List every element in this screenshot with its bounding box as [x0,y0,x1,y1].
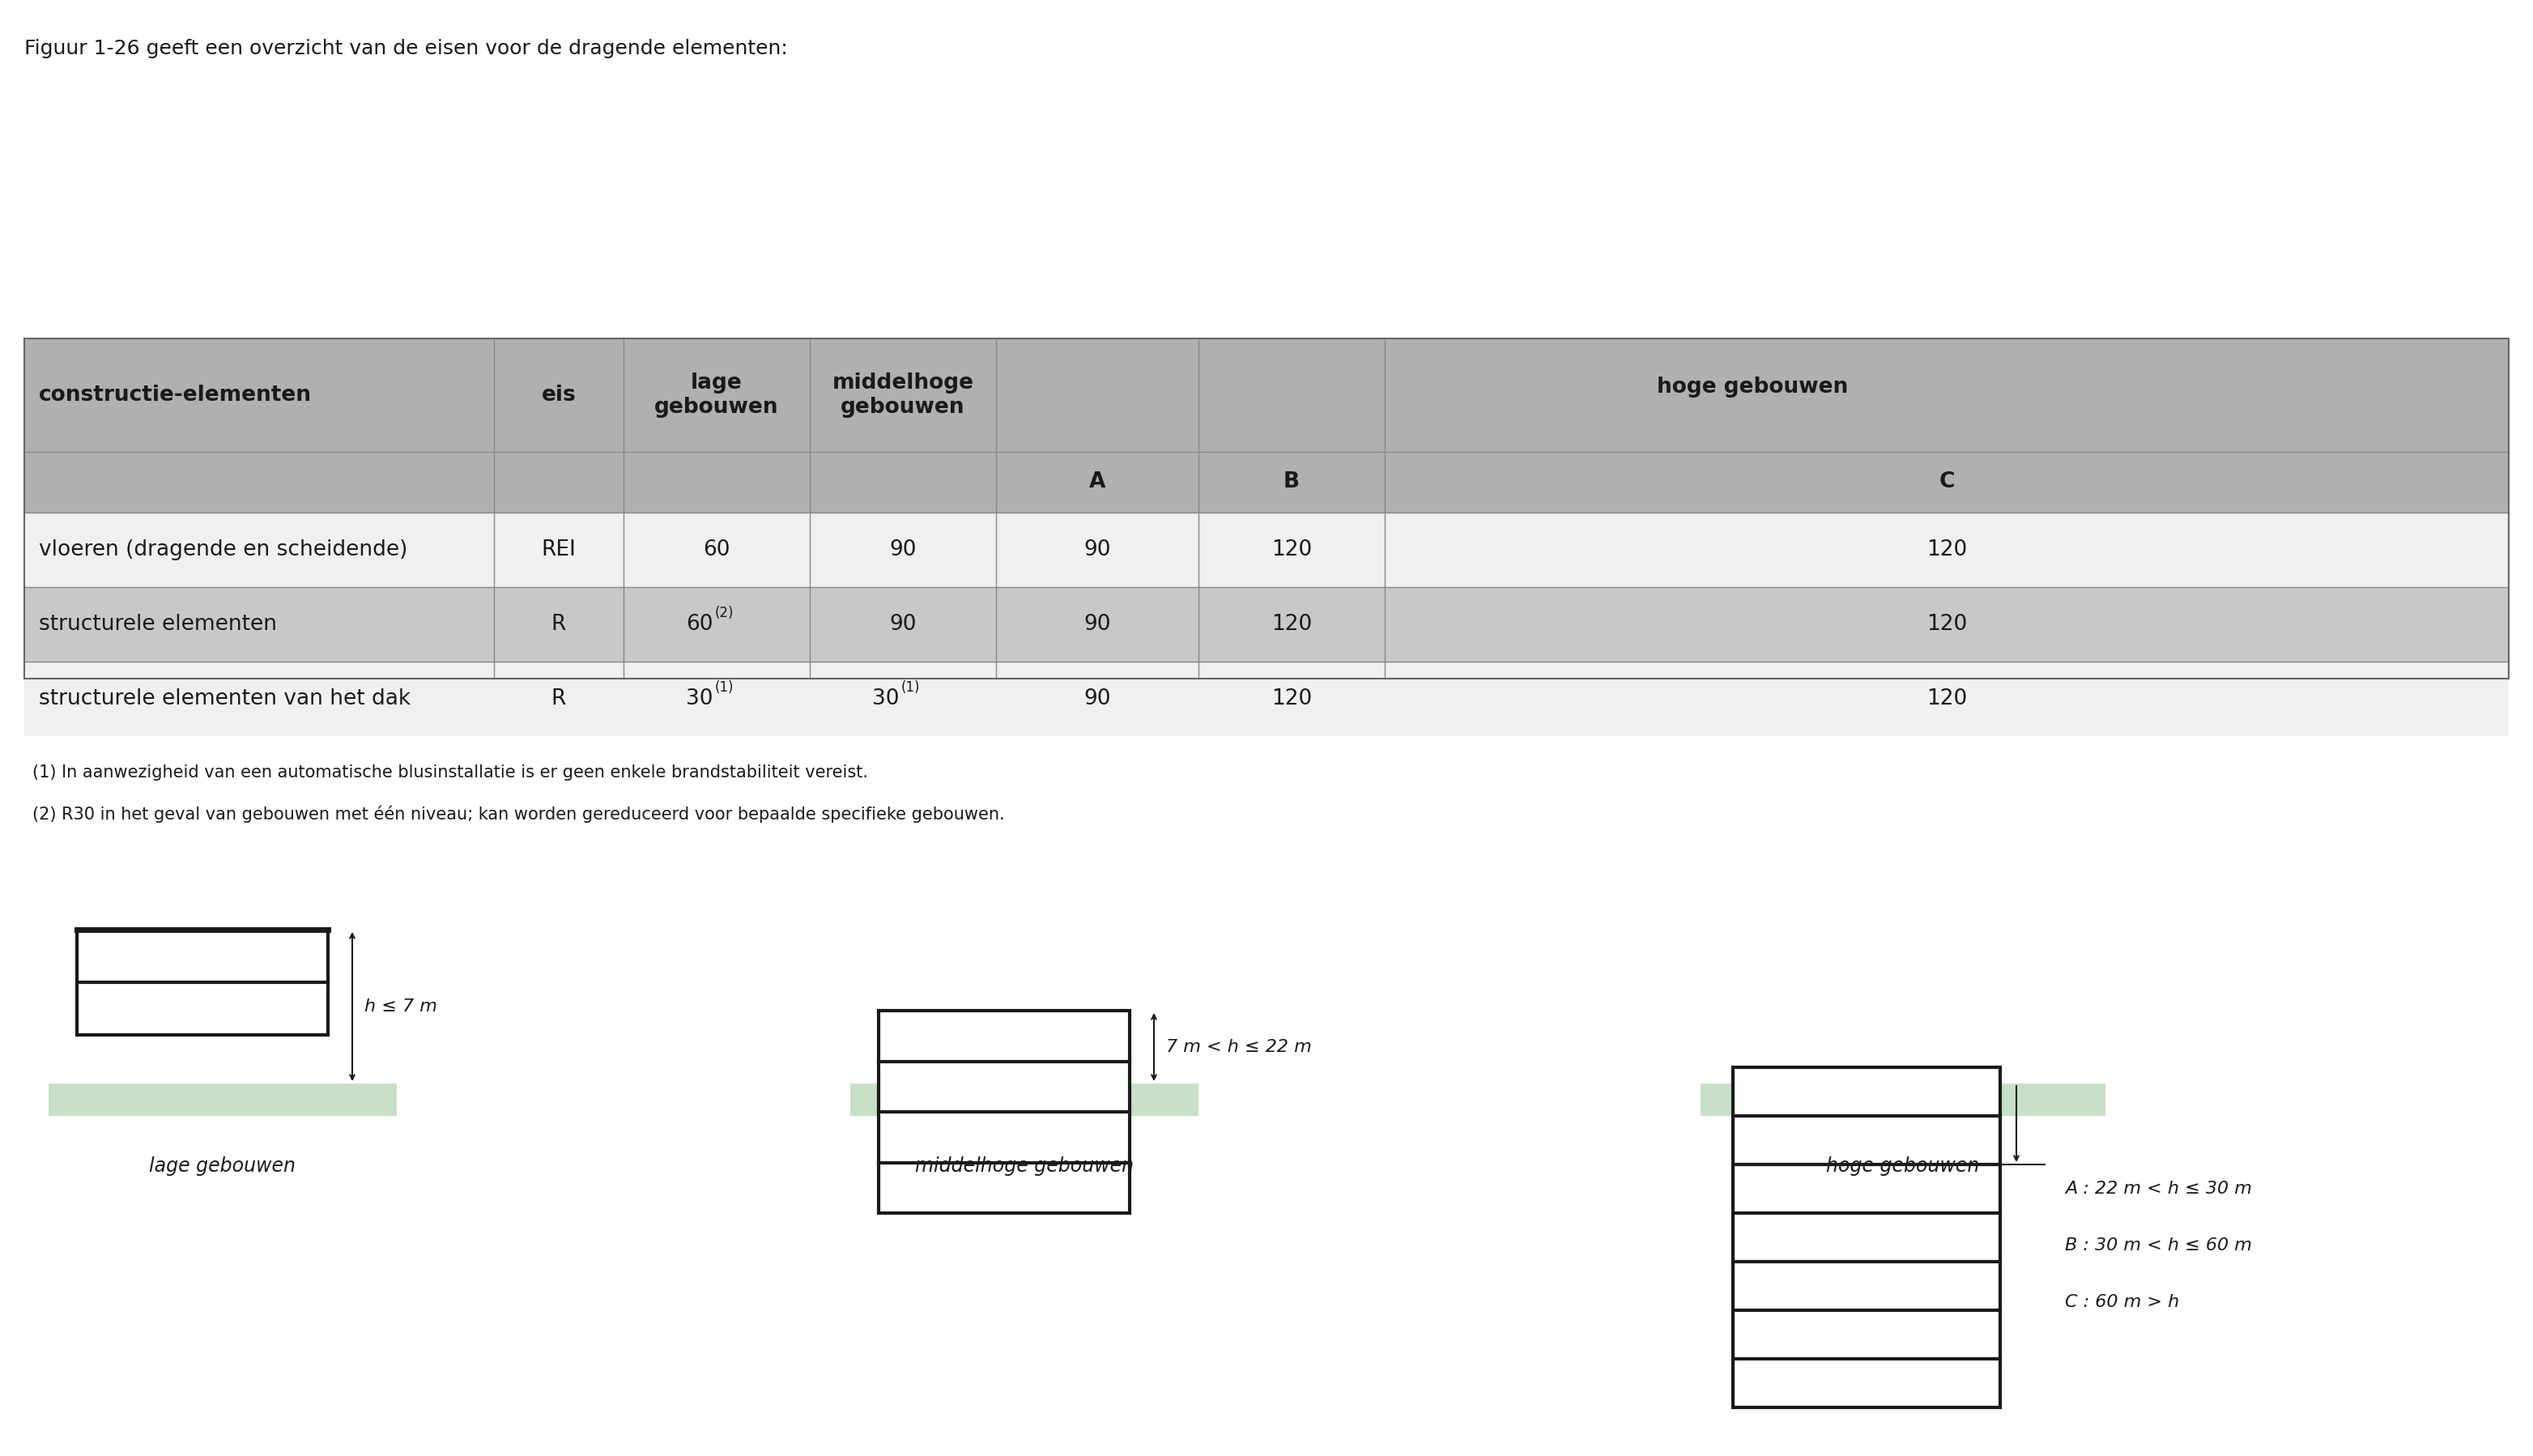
Text: middelhoge gebouwen: middelhoge gebouwen [914,1156,1135,1176]
Text: R: R [552,689,567,709]
Text: 90: 90 [889,539,917,561]
Bar [1700,1083,2105,1115]
Text: 60: 60 [686,614,714,635]
Text: structurele elementen: structurele elementen [38,614,276,635]
Text: 30: 30 [686,689,714,709]
Text: (2): (2) [714,606,735,620]
Text: 120: 120 [1928,614,1968,635]
Text: (1): (1) [714,680,735,695]
Text: lage gebouwen: lage gebouwen [149,1156,296,1176]
Text: 120: 120 [1272,689,1312,709]
Text: vloeren (dragende en scheidende): vloeren (dragende en scheidende) [38,539,408,561]
Text: eis: eis [542,384,575,406]
Bar [25,513,2508,587]
Text: structurele elementen van het dak: structurele elementen van het dak [38,689,410,709]
Bar [25,451,2508,513]
Bar [25,587,2508,661]
Text: 120: 120 [1272,614,1312,635]
Text: constructie-elementen: constructie-elementen [38,384,312,406]
Text: REI: REI [542,539,575,561]
Text: A : 22 m < h ≤ 30 m: A : 22 m < h ≤ 30 m [2064,1181,2252,1197]
Text: Figuur 1-26 geeft een overzicht van de eisen voor de dragende elementen:: Figuur 1-26 geeft een overzicht van de e… [25,39,788,58]
Bar [1733,1067,2001,1408]
Bar [25,338,2508,678]
Bar [25,661,2508,737]
Text: C : 60 m > h: C : 60 m > h [2064,1294,2178,1310]
Text: A: A [1089,472,1104,492]
Bar [851,1083,1198,1115]
Text: 120: 120 [1928,539,1968,561]
Bar [48,1083,398,1115]
Text: C: C [1938,472,1955,492]
Text: B: B [1284,472,1299,492]
Bar [25,338,2508,678]
Text: middelhoge
gebouwen: middelhoge gebouwen [831,373,973,418]
Text: 7 m < h ≤ 22 m: 7 m < h ≤ 22 m [1165,1040,1312,1056]
Text: B : 30 m < h ≤ 60 m: B : 30 m < h ≤ 60 m [2064,1238,2252,1254]
Text: 90: 90 [1084,614,1112,635]
Text: 120: 120 [1272,539,1312,561]
Text: 90: 90 [1084,539,1112,561]
Bar [76,929,327,1035]
Text: (1) In aanwezigheid van een automatische blusinstallatie is er geen enkele brand: (1) In aanwezigheid van een automatische… [33,764,869,780]
Text: hoge gebouwen: hoge gebouwen [1657,377,1849,397]
Text: 60: 60 [704,539,730,561]
Text: hoge gebouwen: hoge gebouwen [1826,1156,1981,1176]
Text: R: R [552,614,567,635]
Text: 90: 90 [889,614,917,635]
Text: (2) R30 in het geval van gebouwen met één niveau; kan worden gereduceerd voor be: (2) R30 in het geval van gebouwen met éé… [33,805,1006,823]
Text: 120: 120 [1928,689,1968,709]
Bar [879,1010,1130,1213]
Text: (1): (1) [902,680,919,695]
Text: 90: 90 [1084,689,1112,709]
Bar [25,338,2508,451]
Text: lage
gebouwen: lage gebouwen [654,373,778,418]
Text: 30: 30 [871,689,899,709]
Text: h ≤ 7 m: h ≤ 7 m [365,999,438,1015]
